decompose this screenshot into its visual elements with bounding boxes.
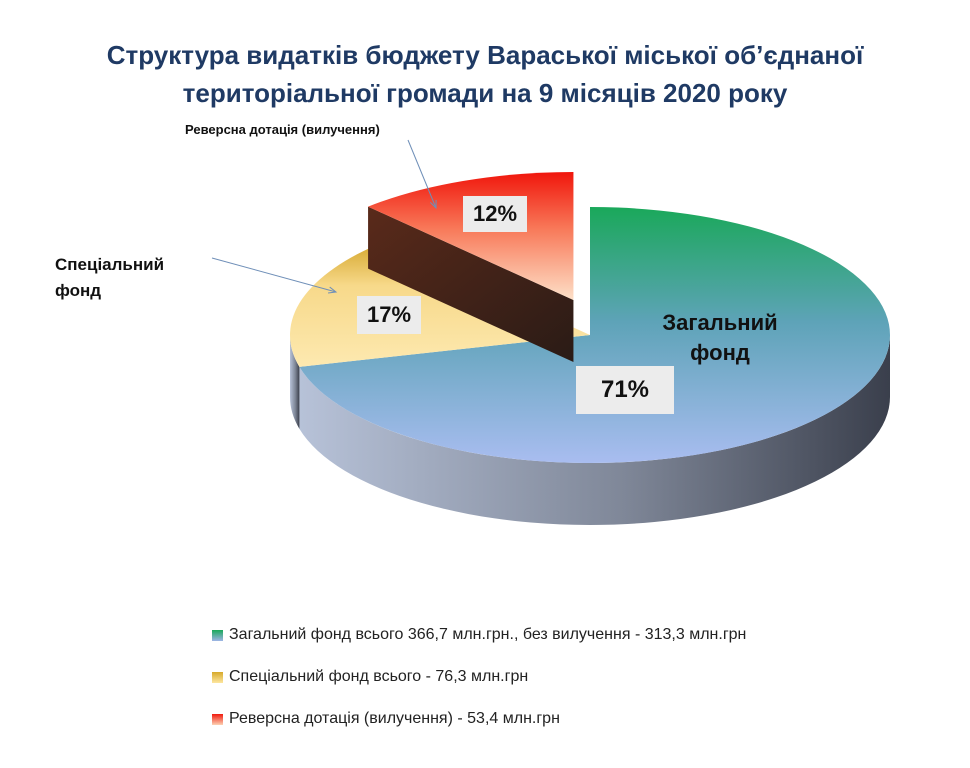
pie-chart — [211, 139, 891, 525]
callout-arrow-reverse-head — [429, 199, 437, 210]
callout-arrow-special — [211, 257, 337, 293]
pie-slice-general — [299, 207, 891, 463]
pie-side-general — [299, 334, 890, 525]
legend-item-special: Спеціальний фонд всього - 76,3 млн.грн — [212, 662, 746, 692]
legend: Загальний фонд всього 366,7 млн.грн., бе… — [212, 620, 746, 746]
callout-reverse-subsidy: Реверсна дотація (вилучення) — [185, 122, 380, 137]
callout-special-line-2: фонд — [55, 281, 102, 300]
callout-arrow-reverse — [407, 139, 437, 209]
label-general-line-1: Загальний — [662, 310, 778, 335]
data-label-general-percent: 71% — [576, 366, 674, 414]
legend-swatch-reverse — [212, 713, 223, 725]
chart-title: Структура видатків бюджету Вараської міс… — [60, 36, 910, 112]
label-general-line-2: фонд — [690, 340, 750, 365]
data-label-special-percent: 17% — [357, 296, 421, 334]
label-general-fund: Загальний фонд — [640, 308, 800, 368]
legend-item-reverse: Реверсна дотація (вилучення) - 53,4 млн.… — [212, 704, 746, 734]
callout-special-line-1: Спеціальний — [55, 255, 165, 274]
legend-text-special: Спеціальний фонд всього - 76,3 млн.грн — [229, 668, 529, 685]
pie-slice-special — [290, 241, 590, 367]
chart-title-line-2: територіальної громади на 9 місяців 2020… — [182, 78, 788, 108]
pie-side-special — [290, 335, 300, 429]
legend-item-general: Загальний фонд всього 366,7 млн.грн., бе… — [212, 620, 746, 650]
pie-wall-left-reverse — [368, 206, 574, 362]
callout-special-fund: Спеціальний фонд — [55, 252, 164, 304]
legend-text-reverse: Реверсна дотація (вилучення) - 53,4 млн.… — [229, 710, 560, 727]
data-label-reverse-percent: 12% — [463, 196, 527, 232]
legend-swatch-general — [212, 629, 223, 641]
callout-arrow-special-head — [328, 286, 338, 294]
legend-text-general: Загальний фонд всього 366,7 млн.грн., бе… — [229, 626, 747, 643]
legend-swatch-special — [212, 671, 223, 683]
chart-title-line-1: Структура видатків бюджету Вараської міс… — [106, 40, 864, 70]
